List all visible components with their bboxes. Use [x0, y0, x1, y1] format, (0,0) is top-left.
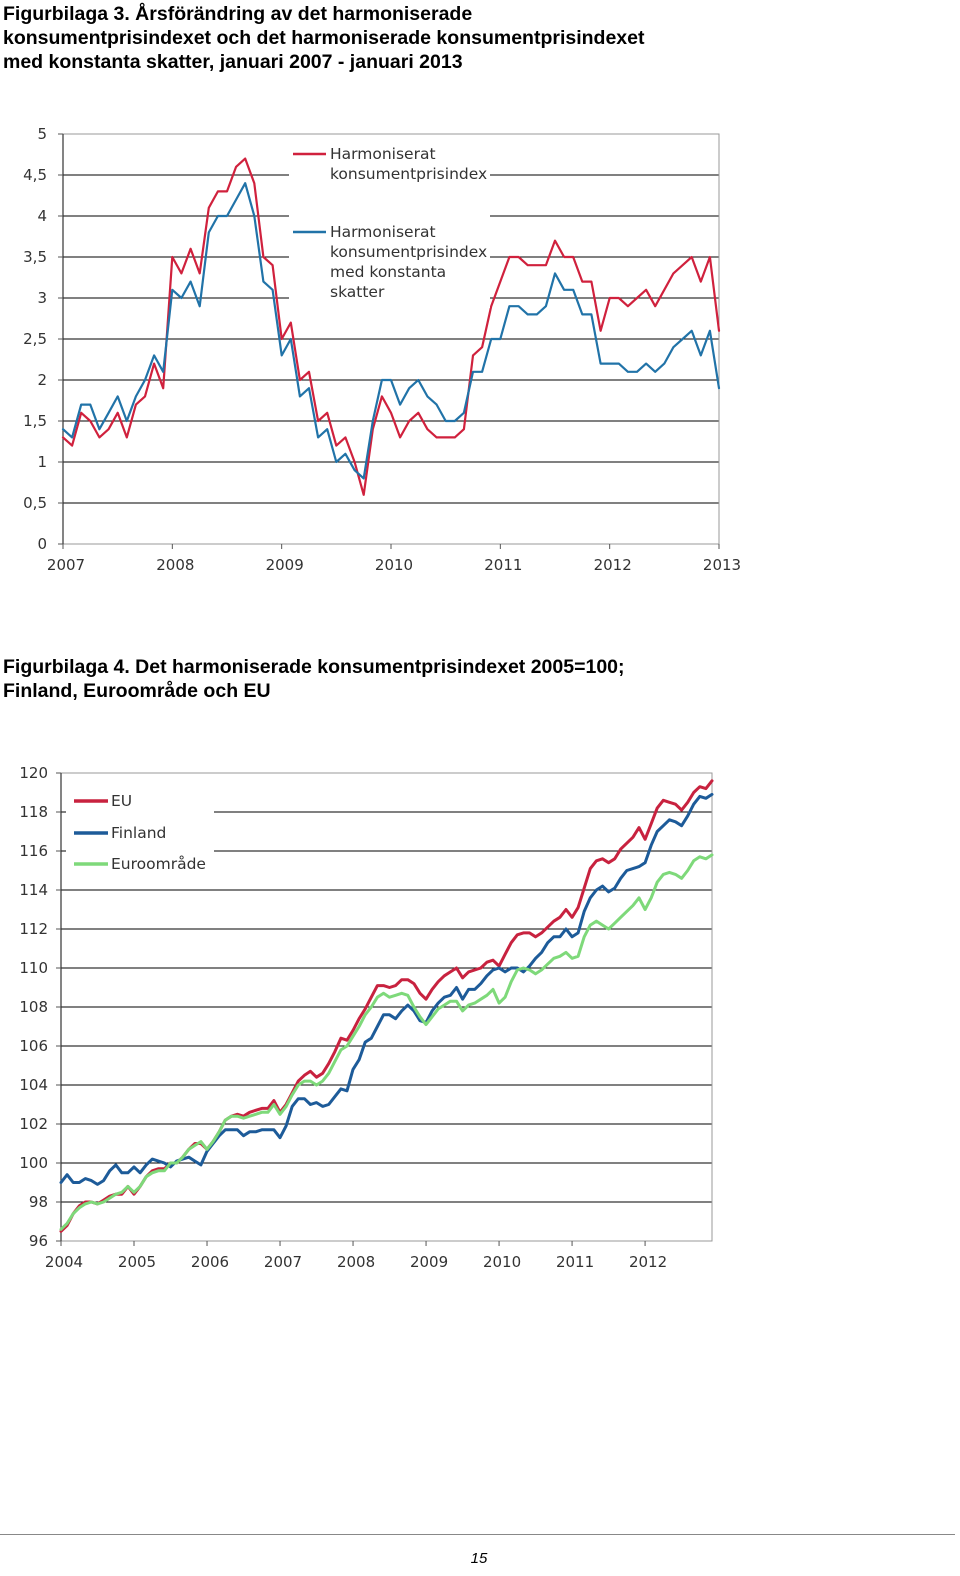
- y-tick-label: 102: [19, 1115, 48, 1133]
- y-tick-label: 118: [19, 803, 48, 821]
- y-tick-label: 96: [29, 1232, 48, 1250]
- legend-label: Euroområde: [111, 855, 206, 873]
- series-line-1: [61, 157, 721, 496]
- x-tick-label: 2008: [337, 1253, 375, 1271]
- x-tick-label: 2012: [629, 1253, 667, 1271]
- x-tick-label: 2011: [556, 1253, 594, 1271]
- series-line-2: [61, 182, 721, 480]
- legend-label: med konstanta: [330, 263, 446, 281]
- chart2-x-ticks: 2004 2005 2006 2007 2008 2009 2010 2011 2012: [45, 1241, 667, 1271]
- x-tick-label: 2005: [118, 1253, 156, 1271]
- y-tick-label: 104: [19, 1076, 48, 1094]
- legend-label: Harmoniserat: [330, 223, 436, 241]
- chart1-y-ticks: 0 0,5 1 1,5 2 2,5 3 3,5 4 4,5 5: [23, 125, 63, 553]
- y-tick-label: 4: [37, 207, 47, 225]
- y-tick-label: 106: [19, 1037, 48, 1055]
- x-tick-label: 2009: [410, 1253, 448, 1271]
- x-tick-label: 2006: [191, 1253, 229, 1271]
- legend-background: [289, 138, 490, 308]
- x-tick-label: 2004: [45, 1253, 83, 1271]
- x-tick-label: 2011: [484, 556, 522, 574]
- chart2-legend: EU Finland Euroområde: [66, 785, 214, 879]
- y-tick-label: 1: [37, 453, 47, 471]
- y-tick-label: 0: [37, 535, 47, 553]
- x-tick-label: 2012: [594, 556, 632, 574]
- y-tick-label: 120: [19, 764, 48, 782]
- chart2-y-ticks: 96 98 100 102 104 106 108 110 112 114 116 118 120: [19, 764, 61, 1250]
- y-tick-label: 108: [19, 998, 48, 1016]
- legend-label: konsumentprisindex: [330, 243, 487, 261]
- y-tick-label: 3,5: [23, 248, 47, 266]
- legend-label: konsumentprisindex: [330, 165, 487, 183]
- footer-rule: [0, 1534, 955, 1535]
- x-tick-label: 2010: [375, 556, 413, 574]
- page-number: 15: [470, 1550, 488, 1567]
- legend-label: EU: [111, 792, 132, 810]
- chart1-legend: Harmoniserat konsumentprisindex Harmoniser…: [289, 138, 490, 308]
- legend-label: Finland: [111, 824, 166, 842]
- y-tick-label: 98: [29, 1193, 48, 1211]
- x-tick-label: 2007: [47, 556, 85, 574]
- x-tick-label: 2010: [483, 1253, 521, 1271]
- y-tick-label: 5: [37, 125, 47, 143]
- y-tick-label: 112: [19, 920, 48, 938]
- y-tick-label: 110: [19, 959, 48, 977]
- y-tick-label: 114: [19, 881, 48, 899]
- y-tick-label: 4,5: [23, 166, 47, 184]
- x-tick-label: 2007: [264, 1253, 302, 1271]
- x-tick-label: 2008: [156, 556, 194, 574]
- chart1-series: [61, 157, 721, 496]
- x-tick-label: 2013: [703, 556, 741, 574]
- x-tick-label: 2009: [266, 556, 304, 574]
- chart2-series: [59, 779, 714, 1233]
- chart-annual-change: 00,511,522,533,544,55 2007 2008 2009 2010 20…: [23, 125, 741, 574]
- y-tick-label: 0,5: [23, 494, 47, 512]
- y-tick-label: 116: [19, 842, 48, 860]
- chart1-x-ticks: 2007 2008 2009 2010 2011 2012 2013: [47, 544, 741, 574]
- y-tick-label: 2,5: [23, 330, 47, 348]
- y-tick-label: 100: [19, 1154, 48, 1172]
- y-tick-label: 1,5: [23, 412, 47, 430]
- chart-hicp-index: 96 98 100 102 104 106 108 110 112 114 116 118 120 20…: [19, 764, 714, 1271]
- y-tick-label: 2: [37, 371, 47, 389]
- figure4-title: Figurbilaga 4. Det harmoniserade konsume…: [3, 656, 625, 702]
- legend-label: skatter: [330, 283, 385, 301]
- legend-label: Harmoniserat: [330, 145, 436, 163]
- y-tick-label: 3: [37, 289, 47, 307]
- series-line-3: [59, 853, 714, 1231]
- figure3-title: Figurbilaga 3. Årsförändring av det harm…: [3, 3, 645, 73]
